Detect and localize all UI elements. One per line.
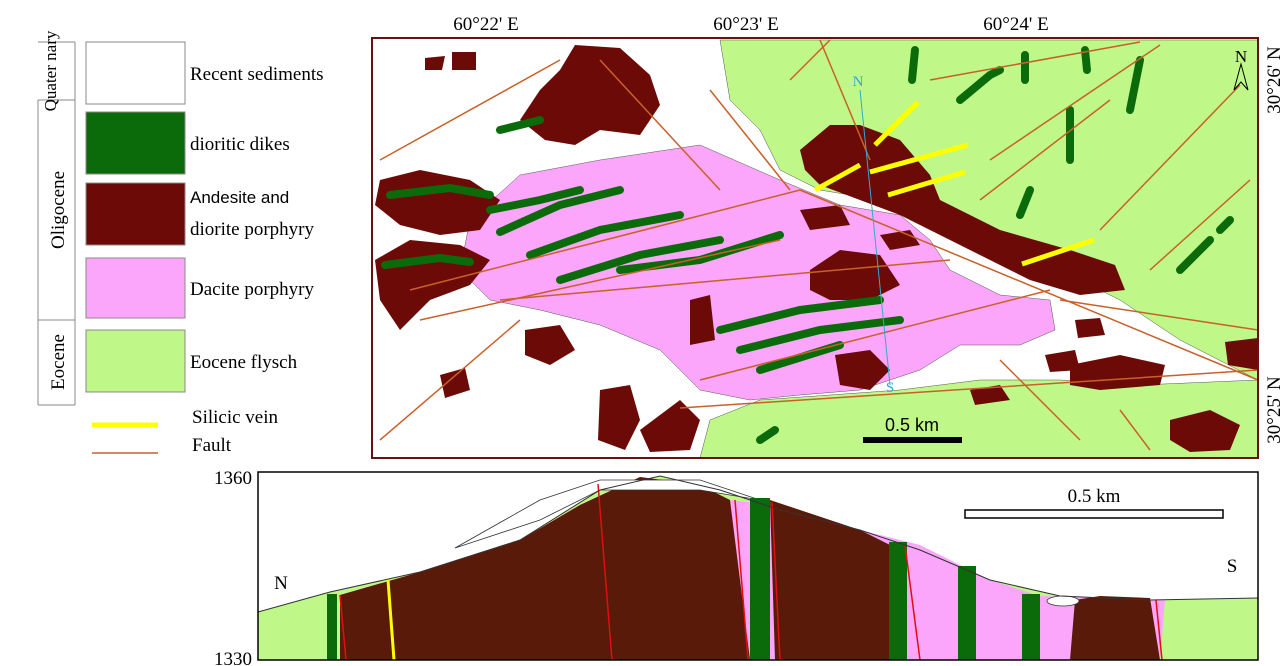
period-column: Quater nary Oligocene Eocene [38,30,75,405]
legend-swatch [86,183,185,245]
legend-label: diorite porphyry [190,219,315,240]
section-start: N [853,74,864,90]
legend-swatch [86,42,185,104]
section-right: S [1227,556,1238,577]
period-label: Eocene [48,334,69,390]
legend: Recent sediments dioritic dikes Andesite a… [86,42,324,456]
legend-label: Andesite and [190,188,289,207]
legend-label: Recent sediments [190,64,324,85]
period-label: Oligocene [48,171,69,249]
longitude-label: 60°23' E [713,14,778,35]
section-left: N [274,573,288,594]
legend-label: dioritic dikes [190,134,290,155]
elevation-label: 1330 [214,649,252,666]
legend-label: Silicic vein [192,407,279,428]
latitude-label: 30°26' N [1264,46,1285,114]
legend-label: Dacite porphyry [190,279,314,300]
legend-swatch [86,330,185,392]
geologic-map: 0.5 km N S N 60°22' E 60°23' E 60°24' E … [372,14,1285,458]
longitude-label: 60°24' E [983,14,1048,35]
section-end: S [886,380,894,396]
section-scale: 0.5 km [1068,486,1121,507]
latitude-label: 30°25' N [1264,376,1285,444]
cross-section: 0.5 km N S 1360 1330 [214,468,1258,666]
legend-label: Fault [192,435,232,456]
legend-swatch [86,258,185,318]
elevation-label: 1360 [214,468,252,489]
legend-label: Eocene flysch [190,352,298,373]
figure: Quater nary Oligocene Eocene Recent sedi… [0,0,1286,666]
legend-swatch [86,112,185,174]
period-label: Quater nary [41,30,60,111]
longitude-label: 60°22' E [453,14,518,35]
map-scale: 0.5 km [885,415,939,435]
